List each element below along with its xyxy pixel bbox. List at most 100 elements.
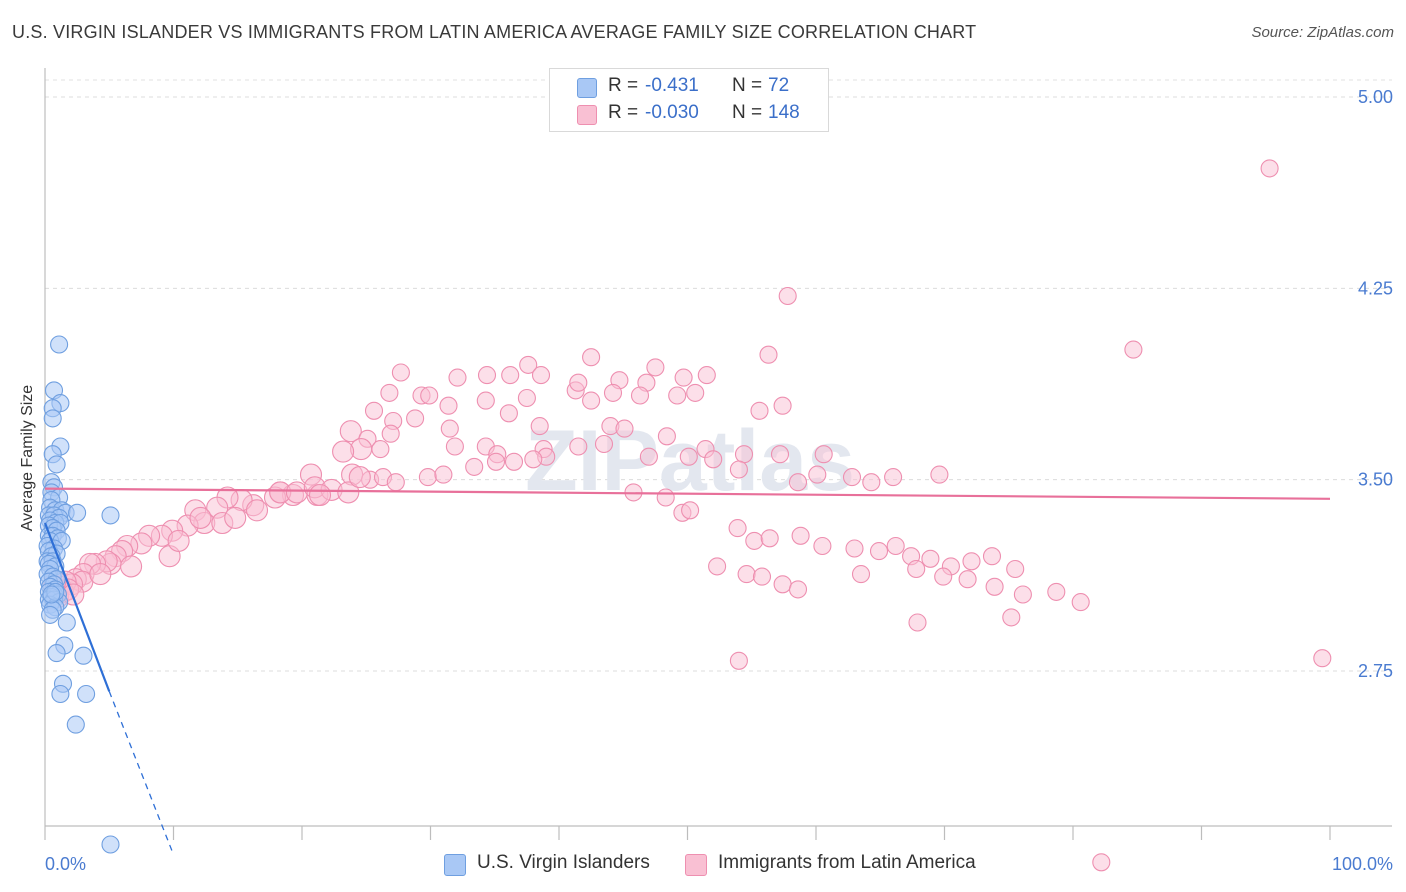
legend-label: Immigrants from Latin America — [718, 852, 976, 873]
data-point — [813, 536, 832, 556]
data-point — [962, 552, 981, 571]
data-point — [737, 565, 756, 584]
series-latin-america — [42, 159, 1332, 872]
chart-title: U.S. VIRGIN ISLANDER VS IMMIGRANTS FROM … — [12, 22, 977, 42]
data-point — [66, 715, 85, 734]
data-point — [57, 613, 76, 632]
data-point — [681, 501, 700, 520]
data-point — [1013, 585, 1032, 604]
x-tick-label: 100.0% — [1332, 854, 1393, 874]
data-point — [51, 684, 70, 704]
data-point — [869, 542, 889, 561]
data-point — [371, 440, 390, 459]
data-point — [364, 401, 384, 420]
data-point — [434, 465, 453, 484]
trend-line-latin-america — [44, 487, 1331, 500]
data-point — [519, 355, 538, 374]
data-point — [530, 417, 549, 436]
data-point — [958, 570, 977, 589]
data-point — [657, 427, 676, 446]
data-point — [50, 335, 69, 354]
data-point — [74, 646, 93, 665]
legend-n-label: N = — [732, 102, 763, 123]
data-point — [884, 468, 903, 487]
data-point — [1313, 649, 1332, 668]
legend-r-value: -0.431 — [645, 75, 699, 96]
data-point — [697, 366, 716, 385]
legend-r-label: R = — [608, 75, 639, 96]
legend-swatch-blue — [577, 78, 597, 98]
data-point — [886, 536, 905, 556]
data-point — [668, 386, 687, 405]
data-point — [89, 563, 112, 586]
chart-source: Source: ZipAtlas.com — [1251, 24, 1394, 41]
data-point — [845, 539, 864, 558]
data-point — [729, 651, 748, 670]
legend-r-value: -0.030 — [645, 102, 699, 123]
y-tick-label: 4.25 — [1358, 278, 1393, 298]
legend-swatch-pink — [577, 105, 597, 125]
data-point — [440, 419, 459, 438]
data-point — [420, 386, 439, 405]
data-point — [386, 473, 405, 492]
data-point — [934, 567, 953, 586]
data-point — [708, 557, 727, 576]
y-tick-label: 3.50 — [1358, 470, 1393, 490]
data-point — [42, 585, 61, 604]
legend-n-value: 72 — [768, 75, 790, 96]
data-point — [486, 452, 506, 471]
data-point — [603, 383, 623, 402]
data-point — [47, 455, 66, 474]
data-point — [517, 388, 536, 408]
y-tick-label: 2.75 — [1358, 661, 1393, 681]
trend-line-virgin-islanders-extension — [108, 691, 175, 855]
data-point — [729, 460, 748, 479]
data-point — [750, 401, 769, 420]
data-point — [465, 457, 484, 476]
data-point — [582, 348, 601, 367]
data-point — [1260, 159, 1279, 178]
data-point — [1002, 608, 1021, 627]
data-point — [985, 577, 1004, 596]
data-point — [120, 555, 143, 578]
data-point — [101, 835, 120, 854]
legend-swatch-pink — [685, 854, 707, 876]
data-point — [615, 419, 634, 438]
data-point — [339, 420, 362, 443]
legend-n-value: 148 — [768, 102, 800, 123]
data-point — [734, 445, 754, 464]
trend-line-virgin-islanders — [43, 522, 111, 692]
data-point — [476, 391, 495, 410]
data-point — [582, 391, 601, 410]
data-point — [68, 503, 87, 522]
data-point — [851, 565, 871, 584]
data-point — [1092, 853, 1111, 872]
data-point — [47, 644, 66, 663]
data-point — [788, 473, 808, 492]
data-point — [1006, 559, 1025, 579]
data-point — [477, 366, 497, 385]
legend-row-latin-america: R = -0.030 N = 148 — [550, 101, 828, 127]
y-axis-title: Average Family Size — [19, 385, 36, 532]
legend-row-virgin-islanders: R = -0.431 N = 72 — [550, 74, 828, 100]
data-point — [770, 445, 790, 464]
legend-swatch-blue — [444, 854, 466, 876]
data-point — [77, 684, 96, 704]
data-point — [337, 481, 360, 504]
data-point — [773, 575, 792, 594]
data-point — [908, 613, 927, 632]
series-layer — [38, 159, 1332, 872]
data-point — [862, 473, 881, 492]
data-point — [41, 605, 60, 624]
data-point — [308, 483, 332, 507]
data-point — [760, 529, 779, 548]
data-point — [245, 499, 269, 522]
data-point — [332, 440, 355, 463]
tick-layer: 2.75 3.50 4.25 5.00 0.0% 100.0% — [45, 87, 1393, 874]
data-point — [745, 531, 764, 550]
y-tick-label: 5.00 — [1358, 87, 1393, 107]
data-point — [686, 383, 705, 402]
data-point — [381, 424, 400, 443]
data-point — [504, 452, 524, 471]
